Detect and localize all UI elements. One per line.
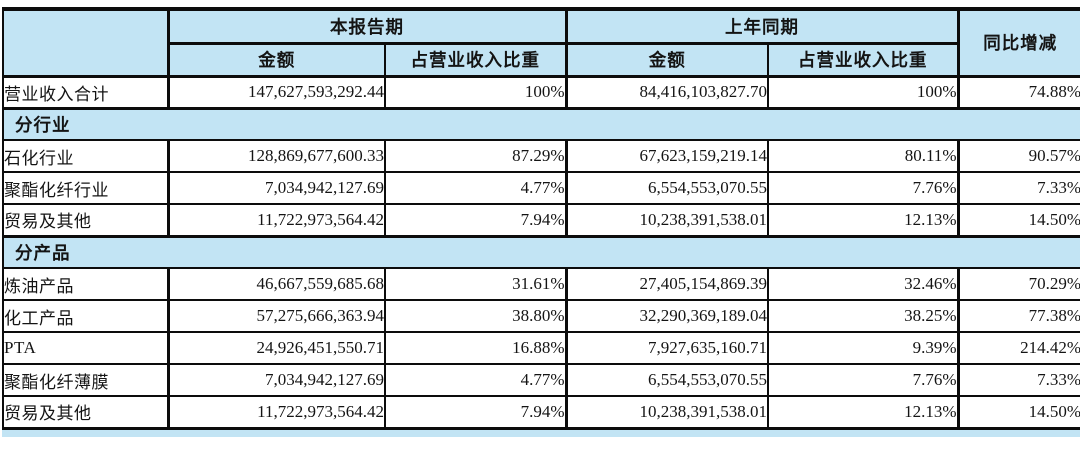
cell-prior-amount: 6,554,553,070.55 bbox=[564, 172, 768, 205]
cell-prior-amount: 10,238,391,538.01 bbox=[564, 396, 768, 430]
cell-prior-pct: 100% bbox=[767, 76, 958, 109]
cell-current-pct: 4.77% bbox=[384, 364, 566, 397]
cell-yoy-change: 7.33% bbox=[956, 172, 1080, 205]
cell-yoy-change: 77.38% bbox=[956, 300, 1080, 333]
cell-yoy-change: 214.42% bbox=[956, 332, 1080, 365]
col-header-prior-pct: 占营业收入比重 bbox=[767, 43, 958, 78]
cell-current-pct: 7.94% bbox=[384, 204, 566, 237]
table-row-trade-other-industry: 贸易及其他 11,722,973,564.42 7.94% 10,238,391… bbox=[3, 204, 1080, 237]
table-row-total-revenue: 营业收入合计 147,627,593,292.44 100% 84,416,10… bbox=[3, 76, 1080, 109]
cell-yoy-change: 70.29% bbox=[956, 268, 1080, 301]
cell-prior-pct: 9.39% bbox=[767, 332, 958, 365]
col-group-current-period: 本报告期 bbox=[166, 9, 566, 45]
cell-yoy-change: 14.50% bbox=[956, 396, 1080, 430]
header-group-row: 本报告期 上年同期 同比增减 bbox=[3, 9, 1080, 78]
cell-prior-pct: 12.13% bbox=[767, 396, 958, 430]
cell-current-pct: 38.80% bbox=[384, 300, 566, 333]
table-row-petrochemical: 石化行业 128,869,677,600.33 87.29% 67,623,15… bbox=[3, 140, 1080, 173]
col-header-current-pct: 占营业收入比重 bbox=[384, 43, 566, 78]
row-label: 贸易及其他 bbox=[3, 204, 168, 237]
row-label: PTA bbox=[3, 332, 168, 365]
table-row-polyester-fiber-film: 聚酯化纤薄膜 7,034,942,127.69 4.77% 6,554,553,… bbox=[3, 364, 1080, 397]
cell-current-amount: 11,722,973,564.42 bbox=[166, 204, 385, 237]
table-row-chemical-products: 化工产品 57,275,666,363.94 38.80% 32,290,369… bbox=[3, 300, 1080, 333]
col-header-prior-amount: 金额 bbox=[564, 43, 768, 78]
table-row-polyester-fiber-industry: 聚酯化纤行业 7,034,942,127.69 4.77% 6,554,553,… bbox=[3, 172, 1080, 205]
cell-prior-amount: 27,405,154,869.39 bbox=[564, 268, 768, 301]
cell-current-pct: 7.94% bbox=[384, 396, 566, 430]
cell-current-amount: 24,926,451,550.71 bbox=[166, 332, 385, 365]
section-row-by-product: 分产品 bbox=[3, 234, 1080, 269]
cell-prior-pct: 12.13% bbox=[767, 204, 958, 237]
cell-current-pct: 4.77% bbox=[384, 172, 566, 205]
cell-prior-amount: 6,554,553,070.55 bbox=[564, 364, 768, 397]
row-label: 石化行业 bbox=[3, 140, 168, 173]
cell-current-amount: 46,667,559,685.68 bbox=[166, 268, 385, 301]
cell-current-pct: 87.29% bbox=[384, 140, 566, 173]
cell-prior-amount: 10,238,391,538.01 bbox=[564, 204, 768, 237]
table-body: 营业收入合计 147,627,593,292.44 100% 84,416,10… bbox=[3, 76, 1080, 430]
cell-prior-pct: 80.11% bbox=[767, 140, 958, 173]
table-row-pta: PTA 24,926,451,550.71 16.88% 7,927,635,1… bbox=[3, 332, 1080, 365]
cell-current-amount: 147,627,593,292.44 bbox=[166, 76, 385, 109]
cell-yoy-change: 74.88% bbox=[956, 76, 1080, 109]
table-row-trade-other-product: 贸易及其他 11,722,973,564.42 7.94% 10,238,391… bbox=[3, 396, 1080, 430]
table-header: 本报告期 上年同期 同比增减 金额 占营业收入比重 金额 占营业收入比重 bbox=[3, 9, 1080, 78]
cell-current-pct: 16.88% bbox=[384, 332, 566, 365]
table-row-refining-products: 炼油产品 46,667,559,685.68 31.61% 27,405,154… bbox=[3, 268, 1080, 301]
cell-current-amount: 7,034,942,127.69 bbox=[166, 364, 385, 397]
section-row-by-industry: 分行业 bbox=[3, 106, 1080, 141]
cell-yoy-change: 14.50% bbox=[956, 204, 1080, 237]
row-label: 营业收入合计 bbox=[3, 76, 168, 109]
corner-empty-cell bbox=[3, 9, 168, 78]
report-page: 本报告期 上年同期 同比增减 金额 占营业收入比重 金额 占营业收入比重 营业收… bbox=[2, 7, 1080, 437]
cell-prior-pct: 7.76% bbox=[767, 172, 958, 205]
col-header-current-amount: 金额 bbox=[166, 43, 385, 78]
cell-prior-pct: 7.76% bbox=[767, 364, 958, 397]
cell-prior-amount: 67,623,159,219.14 bbox=[564, 140, 768, 173]
cell-prior-amount: 32,290,369,189.04 bbox=[564, 300, 768, 333]
section-label: 分行业 bbox=[3, 106, 1080, 141]
cell-current-pct: 31.61% bbox=[384, 268, 566, 301]
cell-current-amount: 11,722,973,564.42 bbox=[166, 396, 385, 430]
cell-current-pct: 100% bbox=[384, 76, 566, 109]
cell-yoy-change: 7.33% bbox=[956, 364, 1080, 397]
revenue-breakdown-table: 本报告期 上年同期 同比增减 金额 占营业收入比重 金额 占营业收入比重 营业收… bbox=[2, 7, 1080, 430]
cell-prior-amount: 7,927,635,160.71 bbox=[564, 332, 768, 365]
row-label: 贸易及其他 bbox=[3, 396, 168, 430]
cell-prior-pct: 32.46% bbox=[767, 268, 958, 301]
cell-current-amount: 128,869,677,600.33 bbox=[166, 140, 385, 173]
header-sub-row: 金额 占营业收入比重 金额 占营业收入比重 bbox=[3, 43, 1080, 78]
cell-yoy-change: 90.57% bbox=[956, 140, 1080, 173]
cell-current-amount: 7,034,942,127.69 bbox=[166, 172, 385, 205]
row-label: 化工产品 bbox=[3, 300, 168, 333]
row-label: 聚酯化纤行业 bbox=[3, 172, 168, 205]
col-group-prior-period: 上年同期 bbox=[564, 9, 958, 45]
col-header-yoy-change: 同比增减 bbox=[956, 9, 1080, 78]
cell-current-amount: 57,275,666,363.94 bbox=[166, 300, 385, 333]
row-label: 聚酯化纤薄膜 bbox=[3, 364, 168, 397]
cell-prior-pct: 38.25% bbox=[767, 300, 958, 333]
cell-prior-amount: 84,416,103,827.70 bbox=[564, 76, 768, 109]
row-label: 炼油产品 bbox=[3, 268, 168, 301]
section-label: 分产品 bbox=[3, 234, 1080, 269]
next-section-row-partial bbox=[2, 429, 1080, 437]
